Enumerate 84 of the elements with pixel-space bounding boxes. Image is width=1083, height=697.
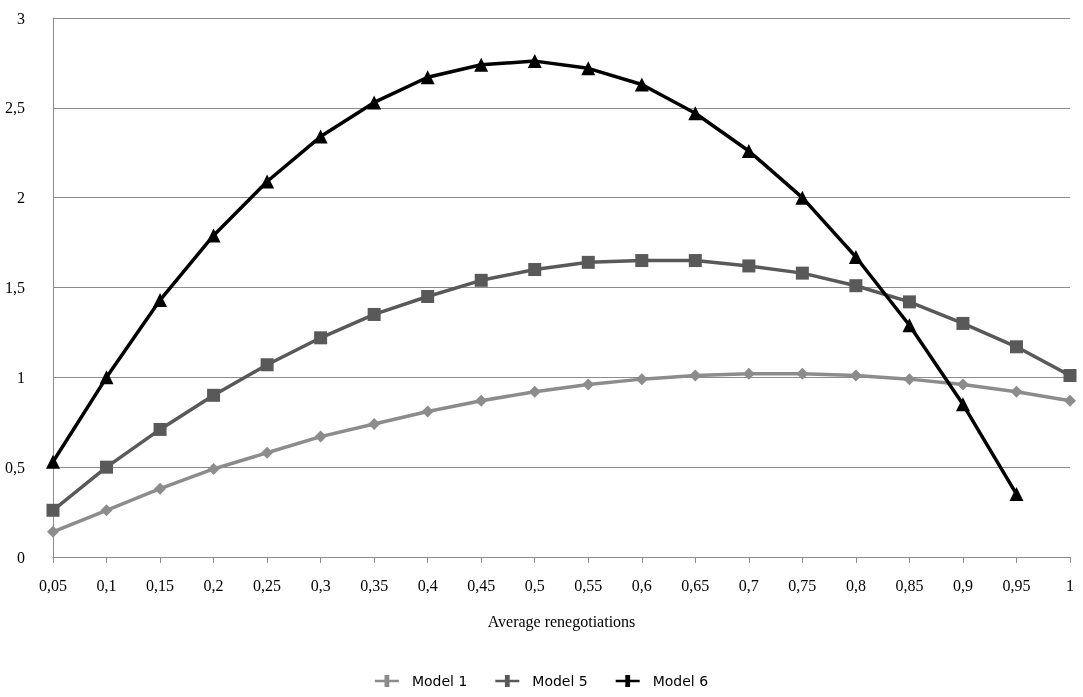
point <box>688 106 703 121</box>
point <box>100 504 113 517</box>
point <box>902 295 916 309</box>
x-tick-label: 0,4 <box>417 576 438 594</box>
point <box>849 279 863 293</box>
y-tick-label: 1 <box>17 368 25 386</box>
point <box>260 174 275 189</box>
point <box>795 266 809 280</box>
point <box>100 460 114 474</box>
point <box>634 77 649 92</box>
x-tick-label: 0,3 <box>310 576 331 594</box>
legend-label: Model 6 <box>652 673 709 689</box>
x-tick-label: 0,5 <box>524 576 545 594</box>
point <box>475 394 488 407</box>
point <box>528 385 541 398</box>
point <box>420 70 435 85</box>
point <box>474 273 488 287</box>
point <box>528 263 542 277</box>
point <box>1010 385 1023 398</box>
x-tick-label: 0,45 <box>467 576 496 594</box>
point <box>314 430 327 443</box>
point <box>582 378 595 391</box>
point <box>368 418 381 431</box>
point <box>206 228 221 243</box>
point <box>46 503 60 517</box>
point <box>1064 394 1076 407</box>
point <box>154 482 167 495</box>
point <box>314 331 328 345</box>
point <box>474 57 489 72</box>
x-tick-label: 0,25 <box>253 576 282 594</box>
y-tick-label: 1,5 <box>5 279 25 296</box>
x-tick-label: 0,8 <box>845 576 866 594</box>
x-tick-label: 0,75 <box>788 576 817 594</box>
x-tick-label: 0,15 <box>146 576 175 594</box>
point <box>955 397 970 412</box>
point <box>902 318 917 333</box>
point <box>635 254 649 268</box>
point <box>956 316 970 330</box>
point <box>956 378 969 391</box>
y-tick-label: 0 <box>17 548 25 566</box>
x-tick-label: 0,05 <box>39 576 67 594</box>
x-tick-label: 0,35 <box>360 576 389 594</box>
x-tick-label: 0,7 <box>738 576 759 594</box>
point <box>421 289 435 303</box>
point <box>688 254 702 268</box>
point <box>153 422 167 436</box>
x-tick-label: 0,2 <box>203 576 224 594</box>
point <box>367 307 381 321</box>
point <box>581 61 596 76</box>
y-tick-label: 0,5 <box>5 458 25 476</box>
x-tick-label: 0,65 <box>681 576 710 594</box>
y-tick-label: 2,5 <box>5 99 25 117</box>
point <box>207 388 221 402</box>
point <box>313 129 328 144</box>
point <box>741 143 756 158</box>
x-tick-label: 0,85 <box>895 576 924 594</box>
point <box>581 255 595 269</box>
point <box>848 249 863 264</box>
legend-label: Model 5 <box>532 673 588 689</box>
x-tick-label: 1 <box>1066 576 1074 594</box>
x-tick-label: 0,95 <box>1002 576 1031 594</box>
x-tick-label: 0,9 <box>952 576 973 594</box>
point <box>367 95 382 110</box>
point <box>47 525 59 538</box>
point <box>1063 369 1077 383</box>
x-tick-label: 0,6 <box>631 576 652 594</box>
point <box>261 446 274 459</box>
x-tick-label: 0,1 <box>96 576 117 594</box>
point <box>46 454 60 469</box>
point <box>795 190 810 205</box>
point <box>99 370 114 385</box>
y-tick-label: 2 <box>17 189 25 207</box>
point <box>207 462 220 475</box>
point <box>527 54 542 69</box>
point <box>1009 340 1023 354</box>
x-tick-label: 0,55 <box>574 576 603 594</box>
point <box>260 358 274 372</box>
x-axis-title: Average renegotiations <box>487 612 636 631</box>
point <box>1009 487 1024 502</box>
point <box>742 259 756 273</box>
y-tick-label: 3 <box>17 9 25 27</box>
point <box>153 293 168 308</box>
legend-label: Model 1 <box>411 673 468 689</box>
point <box>421 405 434 418</box>
